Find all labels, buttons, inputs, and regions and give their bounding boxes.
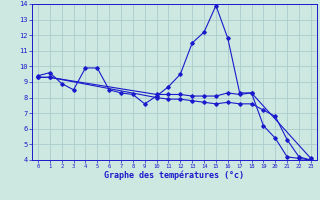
X-axis label: Graphe des températures (°c): Graphe des températures (°c) bbox=[104, 171, 244, 180]
